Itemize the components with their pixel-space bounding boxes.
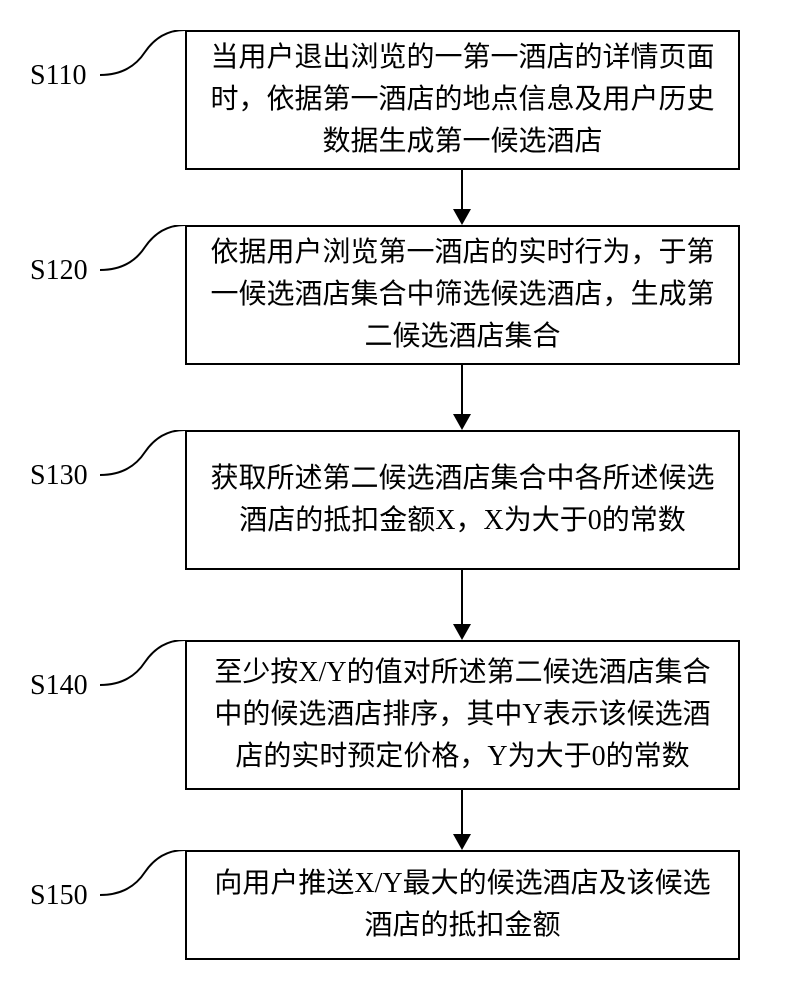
- label-curve-s110: [100, 30, 190, 90]
- arrow-1-head: [453, 209, 471, 225]
- step-text-s110: 当用户退出浏览的一第一酒店的详情页面时，依据第一酒店的地点信息及用户历史数据生成…: [207, 37, 718, 163]
- arrow-2-line: [461, 365, 463, 415]
- label-curve-s120: [100, 225, 190, 285]
- flowchart-container: S110 S120 S130 S140 S150 当用户退出浏览的一第一酒店的详…: [0, 0, 795, 1000]
- arrow-3-head: [453, 624, 471, 640]
- step-label-s120: S120: [30, 255, 88, 287]
- step-box-s110: 当用户退出浏览的一第一酒店的详情页面时，依据第一酒店的地点信息及用户历史数据生成…: [185, 30, 740, 170]
- step-box-s120: 依据用户浏览第一酒店的实时行为，于第一候选酒店集合中筛选候选酒店，生成第二候选酒…: [185, 225, 740, 365]
- label-curve-s140: [100, 640, 190, 700]
- arrow-4-line: [461, 790, 463, 835]
- arrow-2-head: [453, 414, 471, 430]
- arrow-3-line: [461, 570, 463, 625]
- label-curve-s150: [100, 850, 190, 910]
- step-text-s150: 向用户推送X/Y最大的候选酒店及该候选酒店的抵扣金额: [207, 863, 718, 947]
- step-box-s150: 向用户推送X/Y最大的候选酒店及该候选酒店的抵扣金额: [185, 850, 740, 960]
- step-label-s110: S110: [30, 60, 87, 92]
- step-box-s130: 获取所述第二候选酒店集合中各所述候选酒店的抵扣金额X，X为大于0的常数: [185, 430, 740, 570]
- step-label-s130: S130: [30, 460, 88, 492]
- step-text-s130: 获取所述第二候选酒店集合中各所述候选酒店的抵扣金额X，X为大于0的常数: [207, 458, 718, 542]
- step-box-s140: 至少按X/Y的值对所述第二候选酒店集合中的候选酒店排序，其中Y表示该候选酒店的实…: [185, 640, 740, 790]
- step-label-s140: S140: [30, 670, 88, 702]
- label-curve-s130: [100, 430, 190, 490]
- arrow-1-line: [461, 170, 463, 210]
- step-text-s140: 至少按X/Y的值对所述第二候选酒店集合中的候选酒店排序，其中Y表示该候选酒店的实…: [207, 652, 718, 778]
- step-label-s150: S150: [30, 880, 88, 912]
- arrow-4-head: [453, 834, 471, 850]
- step-text-s120: 依据用户浏览第一酒店的实时行为，于第一候选酒店集合中筛选候选酒店，生成第二候选酒…: [207, 232, 718, 358]
